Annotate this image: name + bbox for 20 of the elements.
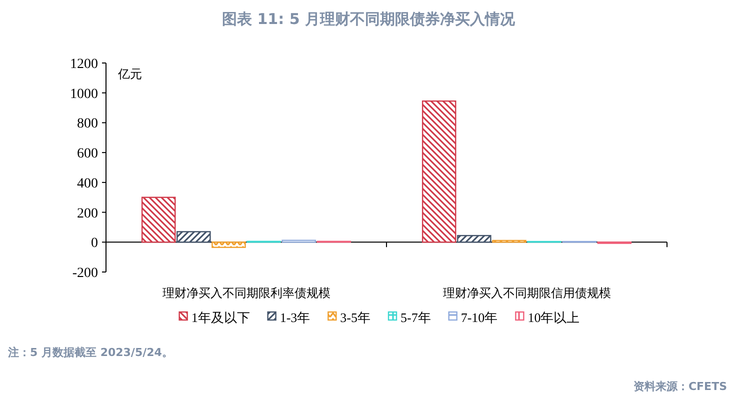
y-tick-label: 600 bbox=[77, 146, 98, 162]
y-axis-title: 亿元 bbox=[117, 67, 142, 81]
text: 资料来源：CFETS bbox=[633, 380, 728, 393]
x-tick-label: 理财净买入不同期限利率债规模 bbox=[162, 286, 330, 300]
y-tick-label: 0 bbox=[91, 236, 98, 252]
legend-label: 1年及以下 bbox=[191, 310, 250, 325]
y-tick-label: -200 bbox=[72, 266, 98, 281]
text: 注：5 月数据截至 2023/5/24。 bbox=[7, 346, 173, 359]
y-tick-label: 1200 bbox=[70, 57, 98, 72]
chart-title: 图表 11: 5 月理财不同期限债券净买入情况 bbox=[222, 10, 516, 28]
y-tick-label: 800 bbox=[77, 116, 98, 132]
legend-label: 5-7年 bbox=[400, 310, 431, 325]
legend-label: 7-10年 bbox=[460, 310, 498, 325]
legend-label: 10年以上 bbox=[528, 310, 580, 325]
x-tick-label: 理财净买入不同期限信用债规模 bbox=[442, 286, 611, 300]
y-tick-label: 400 bbox=[77, 176, 98, 192]
y-tick-label: 200 bbox=[77, 206, 98, 222]
y-tick-label: 1000 bbox=[70, 86, 98, 102]
legend-label: 3-5年 bbox=[340, 310, 370, 325]
legend-label: 1-3年 bbox=[280, 310, 310, 325]
